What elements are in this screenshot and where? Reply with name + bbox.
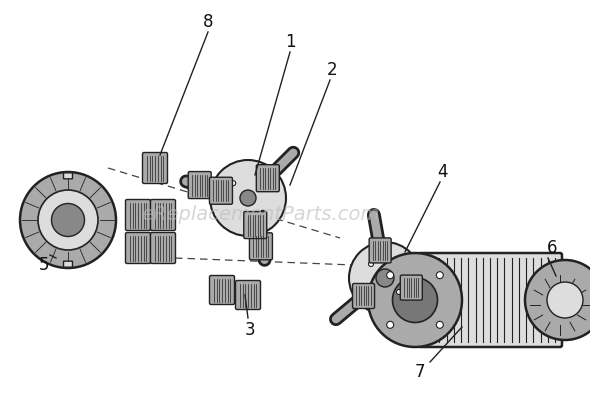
Circle shape (540, 285, 580, 325)
FancyBboxPatch shape (188, 171, 211, 199)
FancyBboxPatch shape (244, 212, 267, 239)
FancyBboxPatch shape (64, 173, 73, 179)
Circle shape (392, 278, 438, 323)
Circle shape (260, 210, 266, 215)
FancyBboxPatch shape (256, 165, 279, 192)
Circle shape (376, 269, 394, 287)
Circle shape (240, 190, 256, 206)
FancyBboxPatch shape (418, 253, 562, 347)
Text: 8: 8 (203, 13, 213, 31)
Circle shape (38, 190, 98, 250)
Text: 2: 2 (327, 61, 337, 79)
Circle shape (386, 272, 394, 279)
Circle shape (20, 172, 116, 268)
FancyBboxPatch shape (126, 232, 150, 263)
Text: 4: 4 (438, 163, 448, 181)
Text: 1: 1 (285, 33, 296, 51)
Circle shape (349, 242, 421, 314)
Text: 3: 3 (245, 321, 255, 339)
FancyBboxPatch shape (250, 233, 273, 260)
FancyBboxPatch shape (209, 177, 232, 204)
FancyBboxPatch shape (235, 280, 261, 309)
Circle shape (368, 253, 462, 347)
FancyBboxPatch shape (369, 238, 391, 263)
Text: 5: 5 (39, 256, 49, 274)
Circle shape (547, 282, 583, 318)
FancyBboxPatch shape (150, 199, 175, 230)
FancyBboxPatch shape (209, 275, 234, 304)
Circle shape (550, 295, 570, 315)
Circle shape (528, 273, 590, 337)
Text: 7: 7 (415, 363, 425, 381)
Text: 6: 6 (547, 239, 557, 257)
Circle shape (437, 272, 443, 279)
Circle shape (396, 290, 402, 295)
Circle shape (386, 321, 394, 328)
Circle shape (210, 160, 286, 236)
FancyBboxPatch shape (126, 199, 150, 230)
Circle shape (525, 260, 590, 340)
Circle shape (437, 321, 443, 328)
Circle shape (369, 262, 373, 267)
FancyBboxPatch shape (64, 261, 73, 267)
Text: eReplacementParts.com: eReplacementParts.com (141, 206, 379, 224)
FancyBboxPatch shape (400, 275, 422, 300)
Circle shape (231, 181, 236, 186)
FancyBboxPatch shape (353, 283, 375, 308)
Circle shape (51, 204, 84, 237)
FancyBboxPatch shape (150, 232, 175, 263)
FancyBboxPatch shape (143, 153, 168, 184)
